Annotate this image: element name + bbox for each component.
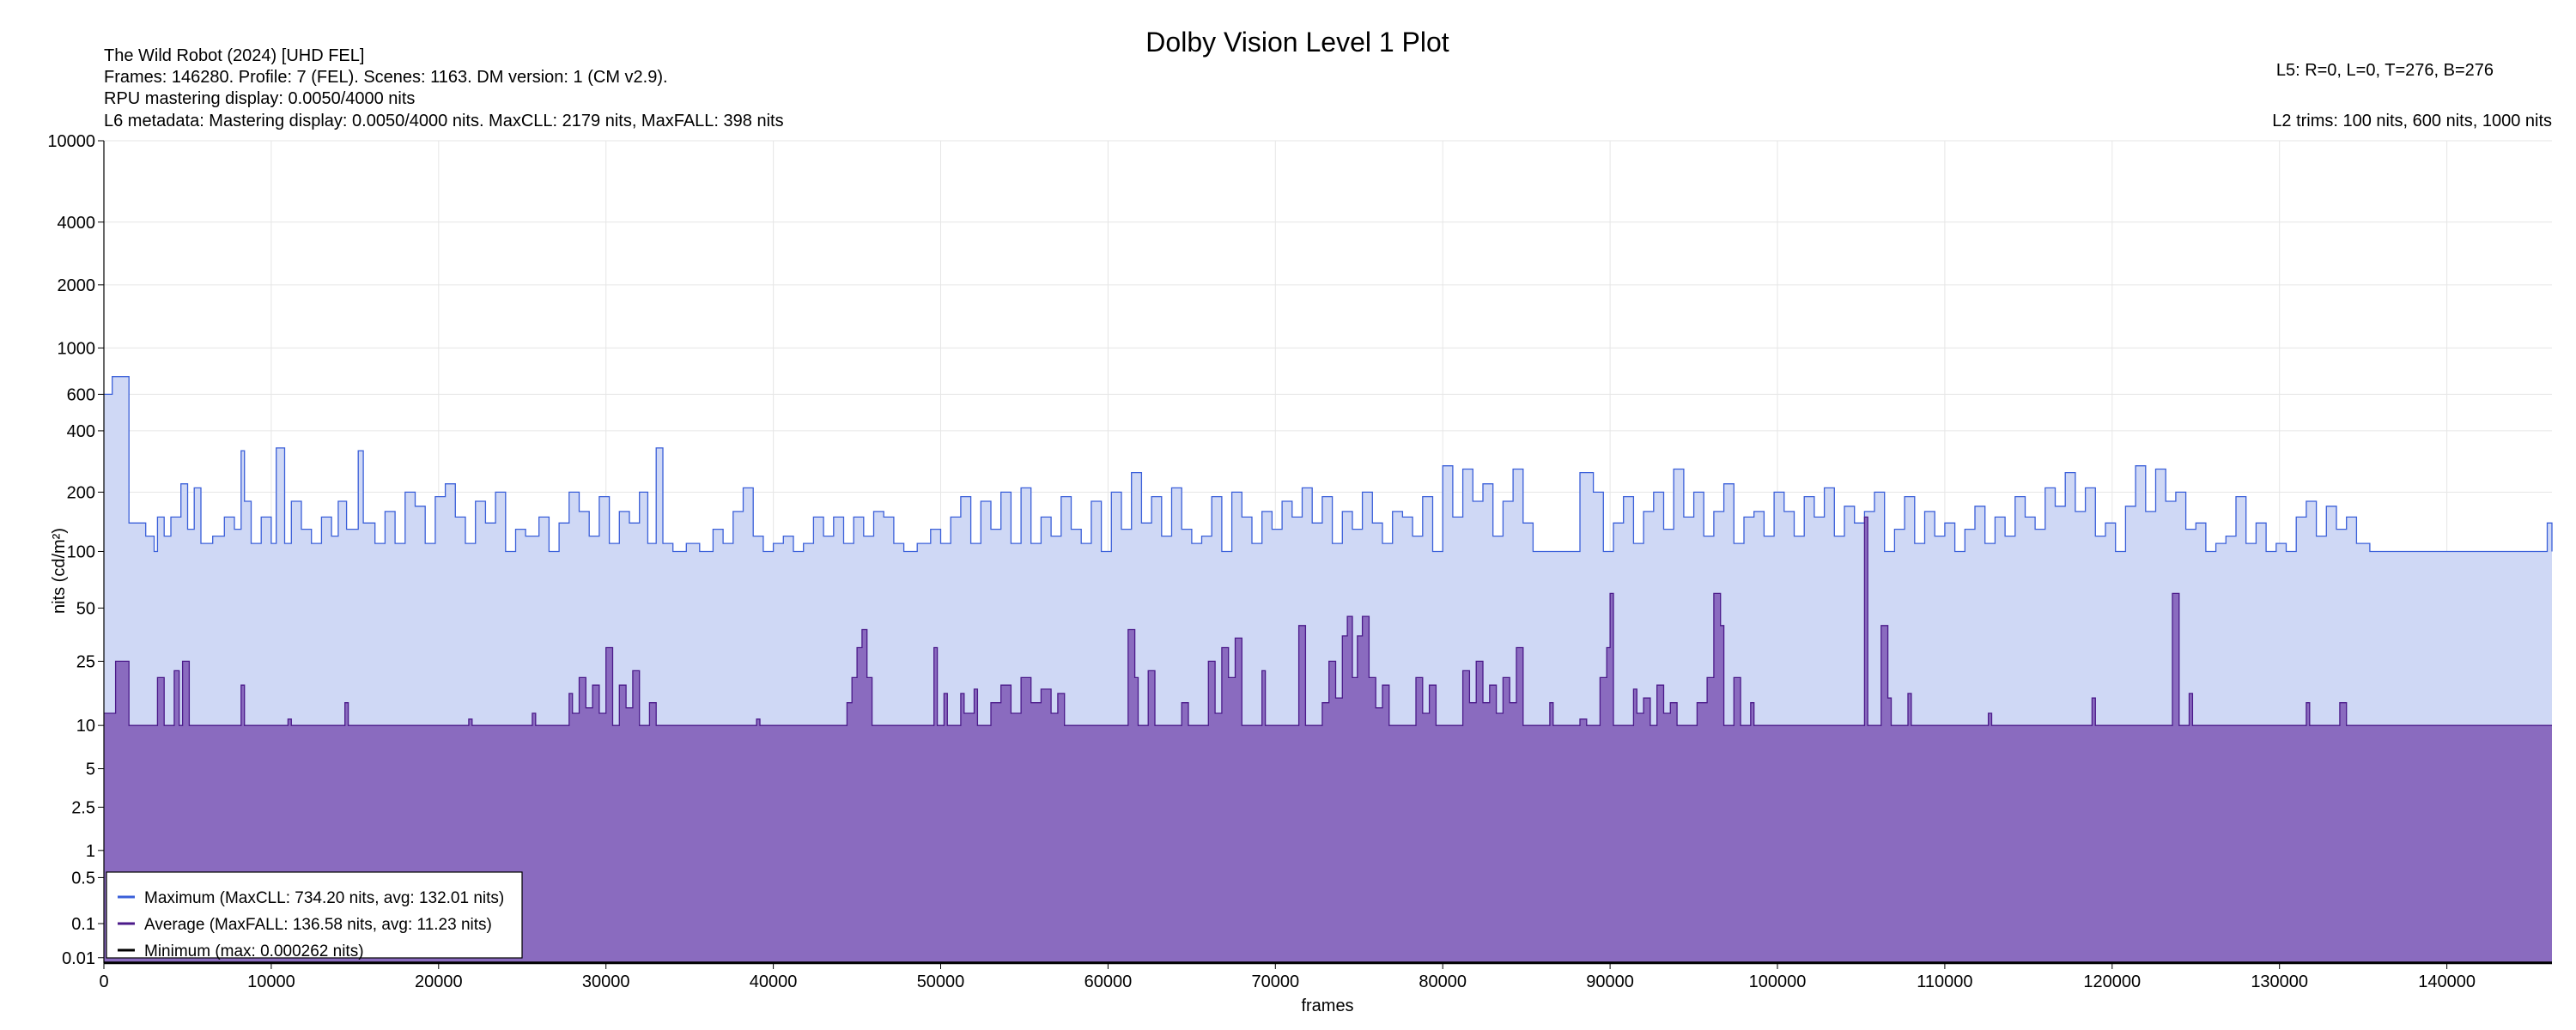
legend-entry: Maximum (MaxCLL: 734.20 nits, avg: 132.0… <box>144 889 504 907</box>
x-tick-label: 130000 <box>2251 972 2308 991</box>
y-tick-label: 10000 <box>47 132 95 151</box>
l2-trims-info: L2 trims: 100 nits, 600 nits, 1000 nits <box>2272 112 2552 130</box>
y-tick-label: 1 <box>86 842 95 861</box>
y-tick-label: 1000 <box>58 339 96 358</box>
y-tick-label: 600 <box>67 385 95 404</box>
x-tick-label: 100000 <box>1749 972 1807 991</box>
chart-title: Dolby Vision Level 1 Plot <box>1145 27 1449 58</box>
y-tick-label: 0.5 <box>71 869 95 888</box>
x-tick-label: 30000 <box>582 972 630 991</box>
x-tick-label: 0 <box>99 972 108 991</box>
x-tick-label: 60000 <box>1084 972 1133 991</box>
y-tick-label: 100 <box>67 542 95 561</box>
y-tick-label: 25 <box>76 652 95 671</box>
y-ticks: 0.01 0.1 0.5 1 2.5 5 10 25 50 100 200 400 600 1000 200… <box>47 132 104 968</box>
x-tick-label: 110000 <box>1917 972 1972 991</box>
x-tick-label: 10000 <box>247 972 295 991</box>
y-tick-label: 0.01 <box>62 949 95 968</box>
x-tick-label: 70000 <box>1251 972 1299 991</box>
x-tick-label: 80000 <box>1419 972 1467 991</box>
y-tick-label: 0.1 <box>71 915 95 934</box>
x-tick-label: 40000 <box>750 972 798 991</box>
y-tick-label: 2.5 <box>71 798 95 817</box>
legend-entry: Average (MaxFALL: 136.58 nits, avg: 11.2… <box>144 916 492 934</box>
info-line-frames: Frames: 146280. Profile: 7 (FEL). Scenes… <box>104 68 668 87</box>
axes <box>103 141 2552 964</box>
x-tick-label: 140000 <box>2418 972 2476 991</box>
x-axis-label: frames <box>1301 997 1353 1015</box>
y-tick-label: 10 <box>76 717 95 736</box>
info-line-title: The Wild Robot (2024) [UHD FEL] <box>104 46 364 65</box>
y-tick-label: 4000 <box>58 214 96 233</box>
info-line-l6: L6 metadata: Mastering display: 0.0050/4… <box>104 112 784 130</box>
y-tick-label: 50 <box>76 599 95 618</box>
legend-box <box>106 871 523 959</box>
x-tick-label: 120000 <box>2083 972 2141 991</box>
y-axis-label: nits (cd/m²) <box>50 528 69 614</box>
legend-entry: Minimum (max: 0.000262 nits) <box>144 942 364 960</box>
y-tick-label: 200 <box>67 483 95 502</box>
x-tick-label: 50000 <box>917 972 965 991</box>
x-tick-label: 20000 <box>415 972 463 991</box>
y-tick-label: 5 <box>86 760 95 779</box>
legend: Maximum (MaxCLL: 734.20 nits, avg: 132.0… <box>106 871 523 960</box>
info-line-rpu: RPU mastering display: 0.0050/4000 nits <box>104 89 415 108</box>
l5-info: L5: R=0, L=0, T=276, B=276 <box>2276 61 2494 80</box>
series-area <box>104 517 2552 963</box>
x-tick-label: 90000 <box>1586 972 1634 991</box>
series-line <box>104 376 2553 553</box>
series-1 <box>104 516 2552 963</box>
y-tick-label: 400 <box>67 422 95 441</box>
x-ticks: 0 10000 20000 30000 40000 50000 60000 70000 8000… <box>99 963 2476 991</box>
series-line <box>104 516 2552 726</box>
y-tick-label: 2000 <box>58 276 96 295</box>
